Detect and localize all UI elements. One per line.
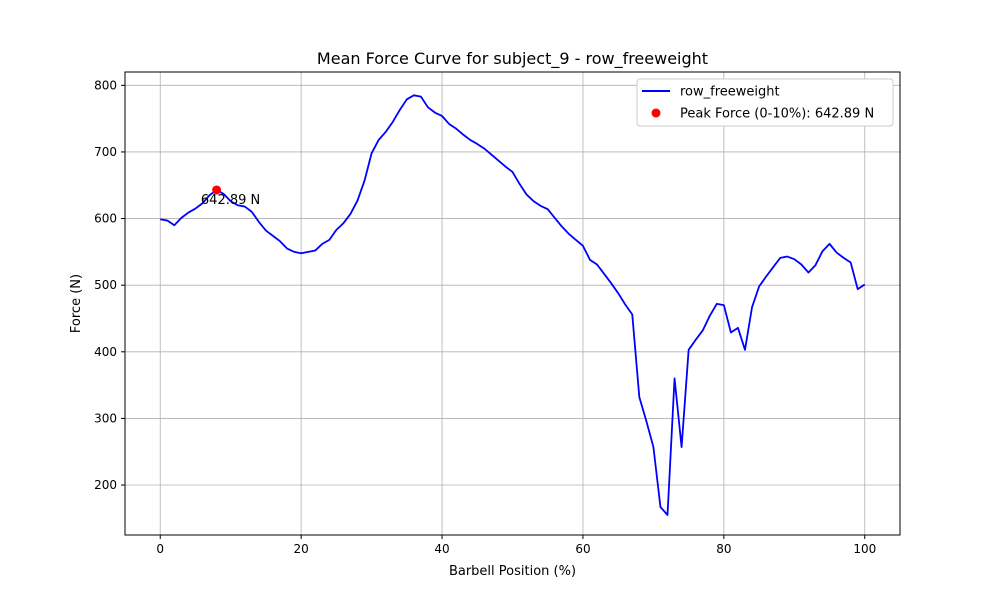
y-tick-label: 600 (94, 212, 117, 226)
x-tick-label: 20 (293, 542, 308, 556)
y-tick-label: 800 (94, 78, 117, 92)
legend-item-series: row_freeweight (680, 85, 780, 100)
legend-box (636, 78, 894, 127)
peak-force-point (212, 185, 222, 195)
chart-title: Mean Force Curve for subject_9 - row_fre… (317, 49, 708, 69)
y-tick-label: 500 (94, 278, 117, 292)
plot-frame (124, 71, 901, 536)
legend: row_freeweight Peak Force (0-10%): 642.8… (636, 78, 894, 127)
x-tick-label: 60 (575, 542, 590, 556)
y-tick-label: 200 (94, 478, 117, 492)
x-tick-label: 0 (156, 542, 164, 556)
legend-peak-marker (651, 108, 661, 118)
peak-annotation: 642.89 N (201, 193, 260, 208)
legend-item-peak: Peak Force (0-10%): 642.89 N (680, 107, 874, 122)
y-tick-label: 300 (94, 411, 117, 425)
x-axis-label: Barbell Position (%) (449, 564, 576, 579)
x-tick-label: 80 (716, 542, 731, 556)
x-tick-label: 40 (434, 542, 449, 556)
y-axis-label: Force (N) (69, 274, 84, 333)
y-tick-label: 400 (94, 345, 117, 359)
series-line-row-freeweight (160, 94, 866, 516)
x-tick-label: 100 (853, 542, 876, 556)
y-tick-label: 700 (94, 145, 117, 159)
